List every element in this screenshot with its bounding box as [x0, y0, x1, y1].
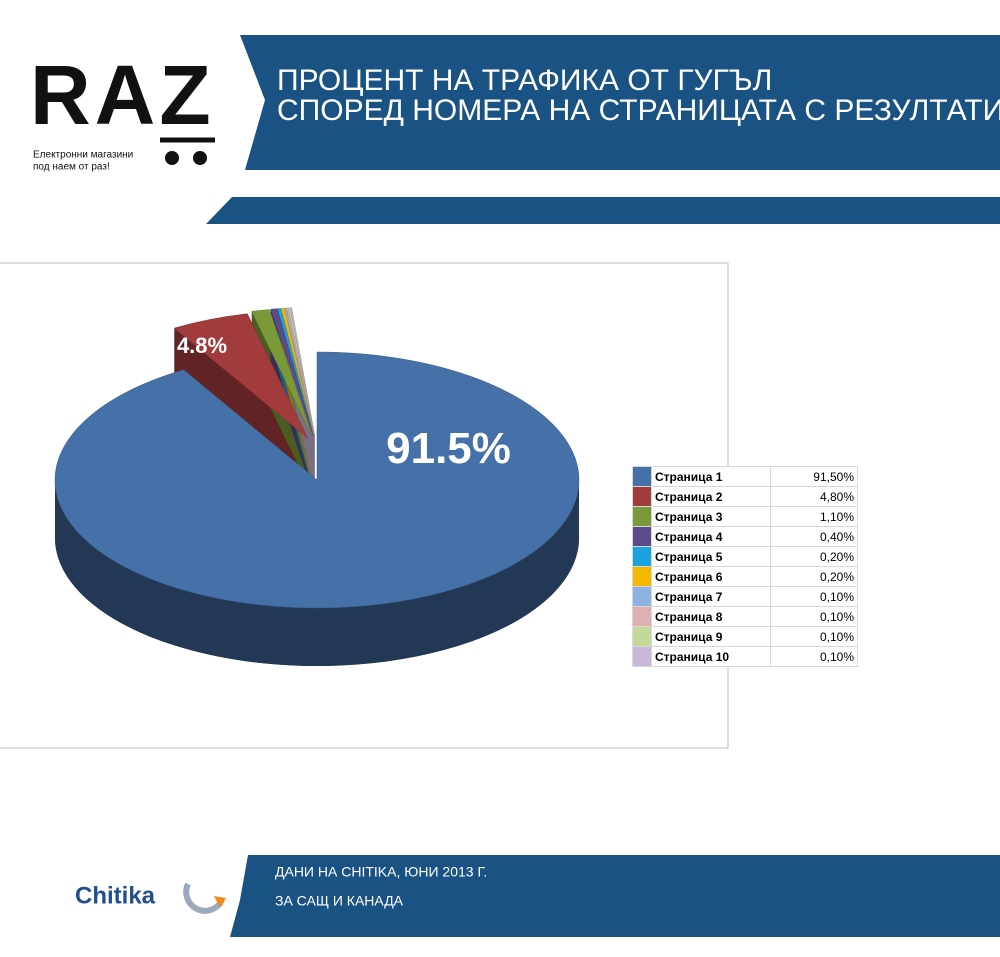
pie: 91.5% 4.8%: [54, 307, 580, 666]
legend-label: Страница 4: [651, 526, 771, 547]
legend-row: Страница 3 1,10%: [632, 506, 858, 527]
pie-slice: [289, 307, 315, 436]
brand-icon: [183, 882, 225, 914]
logo-tagline: Електронни магазини: [33, 150, 133, 161]
legend-swatch: [632, 646, 652, 667]
legend-value: 0,20%: [770, 566, 858, 587]
legend-value: 0,20%: [770, 546, 858, 567]
legend-row: Страница 8 0,10%: [632, 606, 858, 627]
header-band: [240, 35, 1000, 170]
legend-value: 1,10%: [770, 506, 858, 527]
legend-label: Страница 10: [651, 646, 771, 667]
logo-dot: [165, 151, 179, 165]
legend-row: Страница 7 0,10%: [632, 586, 858, 607]
legend-row: Страница 2 4,80%: [632, 486, 858, 507]
legend-row: Страница 4 0,40%: [632, 526, 858, 547]
legend-value: 0,10%: [770, 626, 858, 647]
pie-slice: [251, 309, 313, 436]
legend-label: Страница 7: [651, 586, 771, 607]
header-stripe: [206, 197, 1000, 224]
title: СПОРЕД НОМЕРА НА СТРАНИЦАТА С РЕЗУЛТАТИ: [277, 94, 1000, 127]
legend-row: Страница 1 91,50%: [632, 466, 858, 487]
pie-slice: [270, 308, 314, 436]
legend-swatch: [632, 626, 652, 647]
footer-band: [230, 855, 1000, 937]
logo: RAZ: [30, 48, 215, 142]
legend-swatch: [632, 566, 652, 587]
brand: Chitika: [75, 882, 156, 909]
pie-slice: [173, 313, 308, 439]
legend-row: Страница 10 0,10%: [632, 646, 858, 667]
legend-value: 4,80%: [770, 486, 858, 507]
legend-label: Страница 2: [651, 486, 771, 507]
legend-value: 91,50%: [770, 466, 858, 487]
legend-swatch: [632, 486, 652, 507]
title: ПРОЦЕНТ НА ТРАФИКА ОТ ГУГЪЛ: [277, 64, 772, 97]
legend-swatch: [632, 606, 652, 627]
legend-swatch: [632, 586, 652, 607]
legend-row: Страница 9 0,10%: [632, 626, 858, 647]
slice-side: [55, 480, 579, 666]
legend-value: 0,10%: [770, 606, 858, 627]
legend-row: Страница 5 0,20%: [632, 546, 858, 567]
legend-label: Страница 8: [651, 606, 771, 627]
legend-swatch: [632, 546, 652, 567]
footer-region: ЗА САЩ И КАНАДА: [275, 893, 404, 909]
legend-label: Страница 3: [651, 506, 771, 527]
slice-label: 91.5%: [386, 424, 511, 473]
legend-label: Страница 5: [651, 546, 771, 567]
legend: Страница 1 91,50% Страница 2 4,80% Страница …: [632, 466, 858, 667]
legend-swatch: [632, 506, 652, 527]
legend-swatch: [632, 526, 652, 547]
logo-dot: [193, 151, 207, 165]
slice-label: 4.8%: [177, 333, 227, 358]
legend-row: Страница 6 0,20%: [632, 566, 858, 587]
logo-tagline: под наем от раз!: [33, 162, 110, 173]
footer-source: ДАНИ НА CHITIKA, ЮНИ 2013 Г.: [275, 864, 487, 880]
legend-value: 0,10%: [770, 646, 858, 667]
legend-swatch: [632, 466, 652, 487]
legend-value: 0,40%: [770, 526, 858, 547]
legend-label: Страница 6: [651, 566, 771, 587]
brand-arrow: [214, 896, 226, 908]
legend-value: 0,10%: [770, 586, 858, 607]
legend-label: Страница 1: [651, 466, 771, 487]
pie-slice: [54, 351, 580, 609]
legend-label: Страница 9: [651, 626, 771, 647]
pie-slice: [277, 308, 314, 436]
